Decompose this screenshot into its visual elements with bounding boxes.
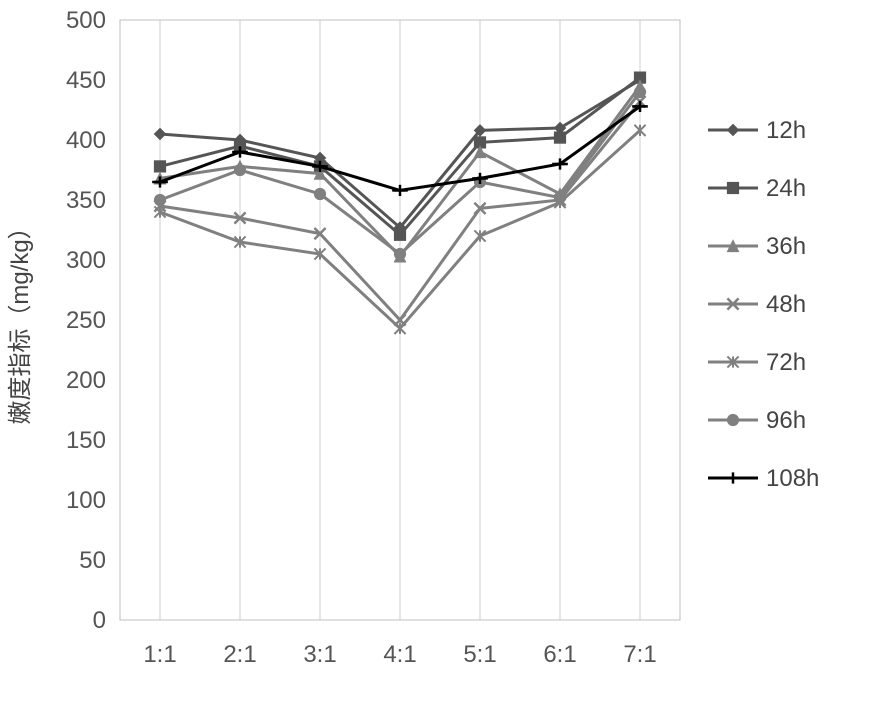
x-tick-label: 3:1 [303, 641, 336, 668]
y-tick-label: 350 [66, 187, 106, 214]
y-tick-label: 150 [66, 427, 106, 454]
legend-label: 96h [766, 407, 806, 434]
y-tick-label: 300 [66, 247, 106, 274]
y-tick-label: 0 [93, 607, 106, 634]
y-tick-label: 250 [66, 307, 106, 334]
x-tick-label: 6:1 [543, 641, 576, 668]
x-tick-label: 1:1 [143, 641, 176, 668]
y-tick-label: 100 [66, 487, 106, 514]
legend-label: 48h [766, 291, 806, 318]
line-chart: 1:1 2:1 3:1 4:1 5:1 6:1 7:1 0 50 100 150 200 250 300 3… [0, 0, 884, 709]
legend-label: 72h [766, 349, 806, 376]
legend-label: 12h [766, 117, 806, 144]
y-tick-label: 500 [66, 7, 106, 34]
x-tick-label: 2:1 [223, 641, 256, 668]
legend-label: 24h [766, 175, 806, 202]
x-tick-label: 4:1 [383, 641, 416, 668]
y-tick-label: 450 [66, 67, 106, 94]
y-tick-label: 200 [66, 367, 106, 394]
y-tick-label: 50 [79, 547, 106, 574]
legend-label: 36h [766, 233, 806, 260]
legend-label: 108h [766, 465, 819, 492]
x-tick-label: 7:1 [623, 641, 656, 668]
y-tick-label: 400 [66, 127, 106, 154]
x-tick-label: 5:1 [463, 641, 496, 668]
y-axis-label: 嫩度指标（mg/kg） [7, 215, 34, 424]
chart-container: 1:1 2:1 3:1 4:1 5:1 6:1 7:1 0 50 100 150 200 250 300 3… [0, 0, 884, 709]
